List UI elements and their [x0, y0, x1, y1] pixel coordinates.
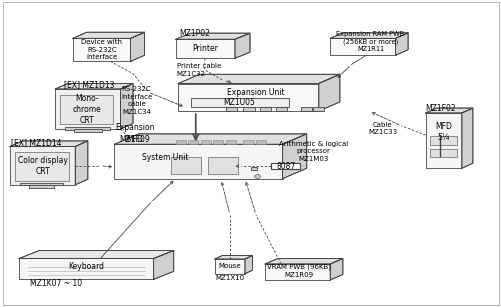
Text: RS-232C
interface
cable
MZ1C34: RS-232C interface cable MZ1C34	[121, 87, 152, 115]
Bar	[175, 39, 234, 58]
Text: Expansion RAM PWB
(256KB or more)
MZ1R11: Expansion RAM PWB (256KB or more) MZ1R11	[336, 31, 404, 52]
Text: [EX] MZ1D14: [EX] MZ1D14	[11, 138, 62, 147]
Text: Mouse: Mouse	[218, 263, 241, 270]
Polygon shape	[55, 84, 133, 89]
Bar	[60, 95, 113, 124]
Text: [EX] MZ1D13: [EX] MZ1D13	[64, 80, 114, 89]
Bar	[55, 89, 120, 129]
Text: VRAM PWB (96KB)
MZ1R09: VRAM PWB (96KB) MZ1R09	[266, 264, 330, 278]
Bar	[190, 98, 288, 107]
Text: Device with
RS-232C
interface: Device with RS-232C interface	[81, 39, 122, 60]
Bar	[330, 38, 395, 55]
Text: System Unit: System Unit	[142, 153, 188, 162]
Polygon shape	[425, 108, 472, 113]
Polygon shape	[175, 33, 249, 39]
Polygon shape	[10, 141, 88, 146]
Polygon shape	[153, 251, 173, 279]
Polygon shape	[234, 33, 249, 58]
Bar	[178, 84, 318, 111]
Text: 8087: 8087	[276, 161, 295, 171]
Text: Expansion
MFD: Expansion MFD	[115, 123, 154, 144]
Text: Cable
MZ1C33: Cable MZ1C33	[367, 122, 396, 135]
Polygon shape	[178, 74, 339, 84]
Polygon shape	[75, 141, 88, 185]
Bar	[175, 140, 185, 144]
Text: MZ1F02: MZ1F02	[425, 103, 455, 113]
Bar	[256, 140, 266, 144]
Circle shape	[254, 175, 260, 178]
Bar	[243, 140, 253, 144]
Bar	[20, 183, 63, 185]
Text: Color display
CRT: Color display CRT	[18, 156, 68, 177]
Bar	[170, 157, 200, 174]
Polygon shape	[282, 134, 306, 179]
Bar	[265, 264, 330, 280]
Bar	[19, 258, 153, 279]
Bar	[429, 136, 456, 145]
Bar	[188, 140, 198, 144]
Bar	[73, 38, 130, 61]
Text: Printer: Printer	[192, 44, 218, 53]
Bar	[225, 107, 236, 111]
Text: Keyboard: Keyboard	[68, 262, 104, 271]
Polygon shape	[461, 108, 472, 168]
Bar	[243, 107, 254, 111]
Polygon shape	[330, 258, 342, 280]
Bar	[260, 107, 271, 111]
Bar	[10, 146, 75, 185]
Polygon shape	[265, 258, 342, 264]
Polygon shape	[395, 33, 407, 55]
Bar	[214, 259, 244, 274]
Text: Arithmetic & logical
processor
MZ1M03: Arithmetic & logical processor MZ1M03	[279, 141, 348, 161]
Bar	[114, 144, 282, 179]
Bar	[74, 129, 102, 132]
Bar	[301, 107, 312, 111]
Text: MZ1K07 ~ 10: MZ1K07 ~ 10	[30, 278, 82, 288]
Bar	[29, 185, 54, 188]
Polygon shape	[318, 74, 339, 111]
Polygon shape	[330, 33, 407, 38]
Polygon shape	[214, 255, 252, 259]
Text: Printer cable
MZ1C32: Printer cable MZ1C32	[176, 63, 220, 77]
Polygon shape	[73, 32, 144, 38]
Bar	[425, 113, 461, 168]
Bar	[200, 140, 210, 144]
Bar	[271, 163, 300, 169]
Bar	[225, 140, 235, 144]
Bar	[65, 127, 110, 130]
Text: Mono-
chrome
CRT: Mono- chrome CRT	[72, 94, 101, 125]
Bar	[439, 136, 440, 157]
Text: MZ1X10: MZ1X10	[215, 274, 244, 281]
Bar	[429, 149, 456, 157]
Polygon shape	[244, 255, 252, 274]
Bar	[313, 107, 324, 111]
Text: MZ1P02: MZ1P02	[179, 29, 210, 38]
Bar	[276, 107, 287, 111]
Text: MZ1F09: MZ1F09	[119, 135, 150, 144]
Bar	[15, 152, 69, 181]
Polygon shape	[19, 251, 173, 258]
Text: MFD
5¼: MFD 5¼	[434, 122, 451, 142]
Bar	[208, 157, 238, 174]
Polygon shape	[120, 84, 133, 129]
Polygon shape	[130, 32, 144, 61]
Bar	[250, 167, 257, 170]
Text: MZ1U05: MZ1U05	[223, 98, 255, 107]
Polygon shape	[114, 134, 306, 144]
Text: Expansion Unit: Expansion Unit	[227, 87, 284, 97]
Bar	[213, 140, 223, 144]
